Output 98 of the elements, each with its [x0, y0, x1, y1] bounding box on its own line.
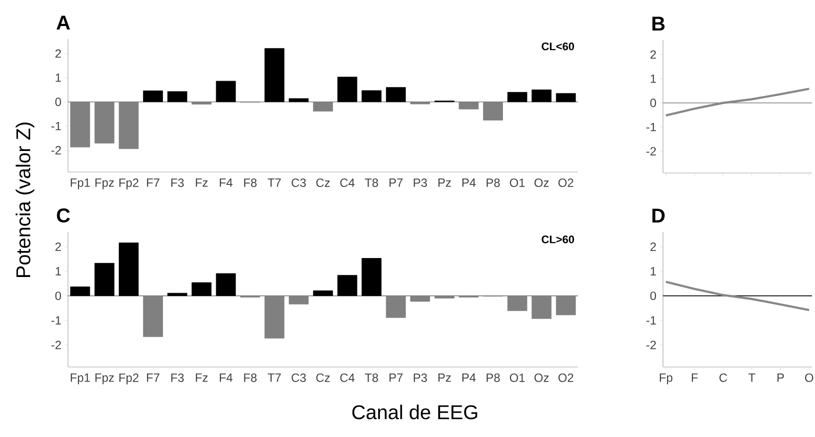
- y-tick-label: -2: [51, 146, 61, 154]
- y-tick-label: 2: [650, 50, 656, 59]
- x-tick-label: Cz: [316, 374, 330, 382]
- x-tick-label: P4: [462, 178, 476, 187]
- y-tick-label: -1: [51, 122, 61, 130]
- x-tick-label: F7: [147, 374, 160, 382]
- x-tick-label: C3: [292, 374, 306, 382]
- line-series: [664, 280, 810, 312]
- x-tick-label: F7: [147, 178, 160, 187]
- x-tick-label: C4: [340, 374, 355, 382]
- y-tick-label: -1: [646, 316, 656, 324]
- line-series: [664, 88, 810, 117]
- x-tick-label: O: [805, 374, 814, 382]
- y-tick-label: 2: [55, 242, 61, 251]
- x-tick-label: P7: [390, 374, 403, 382]
- x-tick-label: P3: [414, 374, 427, 382]
- x-tick-label: F4: [220, 178, 232, 187]
- x-tick-label: F8: [244, 374, 257, 382]
- bar: [532, 90, 552, 102]
- x-tick-label: T8: [364, 178, 378, 187]
- bar: [192, 282, 212, 296]
- x-tick-label: Fp2: [119, 178, 138, 190]
- bar: [70, 286, 90, 296]
- x-tick-label: T8: [364, 374, 378, 382]
- x-tick-label: C3: [292, 178, 306, 187]
- bar: [362, 90, 382, 102]
- x-tick-label: Fz: [196, 178, 208, 187]
- annotation: CL<60: [542, 42, 574, 50]
- x-tick-label: Fz: [196, 374, 208, 382]
- bar: [94, 262, 114, 296]
- y-tick-label: 0: [650, 292, 656, 300]
- y-tick-label: 0: [55, 292, 62, 300]
- x-tick-label: O1: [510, 178, 525, 187]
- y-tick-label: 1: [56, 267, 61, 276]
- x-tick-label: F3: [171, 374, 184, 382]
- y-tick-label: -1: [51, 316, 61, 324]
- x-tick-label: T7: [268, 178, 281, 187]
- y-tick-label: 0: [55, 98, 62, 106]
- annotation: CL>60: [542, 236, 574, 244]
- x-tick-label: C: [719, 374, 728, 382]
- x-tick-label: P8: [486, 374, 500, 382]
- x-tick-label: F: [692, 374, 698, 382]
- x-tick-label: P8: [486, 178, 500, 187]
- x-tick-label: Cz: [316, 178, 330, 187]
- bar: [313, 290, 333, 296]
- x-tick-label: T: [748, 374, 756, 382]
- x-tick-label: Oz: [534, 178, 549, 187]
- x-tick-label: P7: [390, 178, 403, 187]
- x-tick-label: F8: [244, 178, 257, 187]
- x-tick-label: O2: [558, 374, 574, 382]
- bar: [362, 258, 382, 296]
- bar: [167, 91, 188, 102]
- x-axis-title: Canal de EEG: [352, 404, 478, 420]
- y-tick-label: 1: [56, 74, 61, 82]
- y-tick-label: 0: [650, 98, 656, 108]
- chart-title: C: [56, 208, 70, 222]
- x-tick-label: Oz: [534, 374, 549, 382]
- chart-title: D: [652, 208, 665, 223]
- x-tick-label: C4: [340, 178, 355, 187]
- bar: [337, 76, 358, 102]
- x-tick-label: Fp1: [70, 374, 90, 384]
- x-tick-label: T7: [268, 374, 281, 382]
- y-tick-label: 2: [650, 242, 656, 251]
- y-tick-label: 2: [55, 49, 61, 58]
- y-tick-label: -2: [646, 340, 656, 350]
- bar: [556, 93, 576, 102]
- x-tick-label: F4: [220, 374, 232, 382]
- x-tick-label: Pz: [438, 178, 451, 187]
- x-tick-label: Pz: [438, 374, 451, 382]
- x-tick-label: Fp: [660, 374, 672, 384]
- x-tick-label: O1: [510, 374, 525, 382]
- x-tick-label: Fpz: [95, 374, 114, 384]
- chart-title: B: [652, 16, 665, 30]
- x-tick-label: Fpz: [95, 178, 114, 190]
- bar: [386, 87, 406, 102]
- bar: [143, 90, 163, 102]
- x-tick-label: Fp2: [119, 374, 138, 384]
- bar: [507, 92, 528, 102]
- x-tick-label: P4: [462, 374, 476, 382]
- bar: [264, 48, 284, 102]
- x-tick-label: O2: [558, 178, 574, 187]
- y-tick-label: 1: [650, 267, 656, 276]
- bar: [216, 273, 236, 296]
- y-tick-label: -1: [646, 122, 656, 132]
- bar: [167, 292, 188, 296]
- x-tick-label: P: [777, 374, 784, 382]
- x-tick-label: F3: [171, 178, 184, 187]
- y-tick-label: 1: [650, 74, 656, 83]
- bar: [337, 275, 358, 296]
- y-axis-title: Potencia (valor Z): [16, 122, 34, 277]
- y-tick-label: -2: [51, 340, 61, 350]
- x-tick-label: P3: [414, 178, 427, 187]
- bar: [288, 98, 309, 102]
- chart-title: A: [56, 16, 70, 30]
- x-tick-label: Fp1: [70, 178, 90, 190]
- y-tick-label: -2: [646, 147, 656, 156]
- bar: [216, 80, 236, 102]
- bar: [118, 242, 139, 296]
